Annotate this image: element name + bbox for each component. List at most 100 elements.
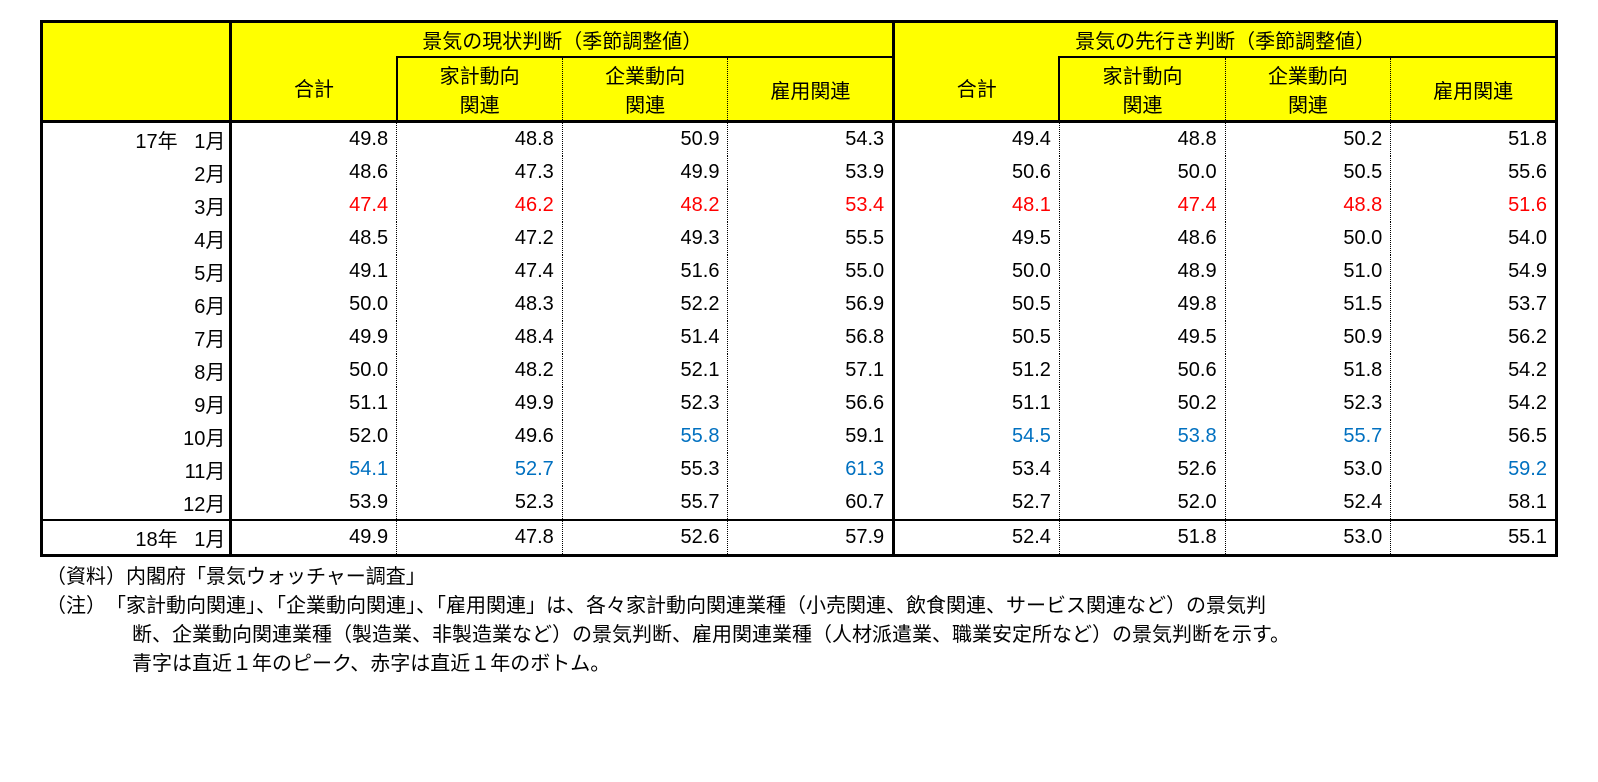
data-cell: 52.3 xyxy=(397,486,563,520)
data-cell: 55.8 xyxy=(562,420,728,453)
data-cell: 51.2 xyxy=(894,354,1060,387)
period-label: 3月 xyxy=(42,189,231,222)
table-row: 11月54.152.755.361.353.452.653.059.2 xyxy=(42,453,1557,486)
data-cell: 50.2 xyxy=(1225,122,1391,157)
data-cell: 49.9 xyxy=(231,321,397,354)
data-cell: 52.0 xyxy=(231,420,397,453)
header-g2-corporate: 企業動向 関連 xyxy=(1225,57,1391,122)
data-cell: 53.7 xyxy=(1391,288,1557,321)
data-cell: 55.1 xyxy=(1391,520,1557,556)
data-cell: 55.7 xyxy=(1225,420,1391,453)
header-g2-household: 家計動向 関連 xyxy=(1059,57,1225,122)
data-cell: 51.5 xyxy=(1225,288,1391,321)
data-cell: 51.8 xyxy=(1225,354,1391,387)
data-cell: 51.6 xyxy=(1391,189,1557,222)
data-cell: 49.5 xyxy=(894,222,1060,255)
data-cell: 48.2 xyxy=(397,354,563,387)
table-row: 5月49.147.451.655.050.048.951.054.9 xyxy=(42,255,1557,288)
data-cell: 59.2 xyxy=(1391,453,1557,486)
data-cell: 52.6 xyxy=(1059,453,1225,486)
table-header: 景気の現状判断（季節調整値） 景気の先行き判断（季節調整値） 合計 家計動向 関… xyxy=(42,22,1557,122)
note-body-line1: 「家計動向関連」、「企業動向関連」、「雇用関連」は、各々家計動向関連業種（小売関… xyxy=(106,592,1558,621)
period-label: 17年 1月 xyxy=(42,122,231,157)
data-cell: 49.3 xyxy=(562,222,728,255)
header-g1-household: 家計動向 関連 xyxy=(397,57,563,122)
data-cell: 49.4 xyxy=(894,122,1060,157)
period-label: 18年 1月 xyxy=(42,520,231,556)
note-body-line2: 断、企業動向関連業種（製造業、非製造業など）の景気判断、雇用関連業種（人材派遣業… xyxy=(46,621,1558,650)
data-cell: 52.4 xyxy=(1225,486,1391,520)
data-cell: 51.4 xyxy=(562,321,728,354)
data-cell: 48.9 xyxy=(1059,255,1225,288)
data-cell: 49.8 xyxy=(1059,288,1225,321)
data-cell: 51.0 xyxy=(1225,255,1391,288)
table-row: 3月47.446.248.253.448.147.448.851.6 xyxy=(42,189,1557,222)
note-body-line3: 青字は直近１年のピーク、赤字は直近１年のボトム。 xyxy=(46,650,1558,679)
data-cell: 49.6 xyxy=(397,420,563,453)
data-cell: 50.5 xyxy=(894,288,1060,321)
table-body: 17年 1月49.848.850.954.349.448.850.251.8 2… xyxy=(42,122,1557,556)
data-cell: 52.3 xyxy=(1225,387,1391,420)
data-cell: 55.0 xyxy=(728,255,894,288)
data-cell: 54.3 xyxy=(728,122,894,157)
period-label: 7月 xyxy=(42,321,231,354)
note-source-body: 内閣府「景気ウォッチャー調査」 xyxy=(126,563,1558,592)
table-row: 12月53.952.355.760.752.752.052.458.1 xyxy=(42,486,1557,520)
data-cell: 47.8 xyxy=(397,520,563,556)
table-row: 9月51.149.952.356.651.150.252.354.2 xyxy=(42,387,1557,420)
period-label: 5月 xyxy=(42,255,231,288)
data-cell: 55.3 xyxy=(562,453,728,486)
data-cell: 52.1 xyxy=(562,354,728,387)
table-row: 18年 1月49.947.852.657.952.451.853.055.1 xyxy=(42,520,1557,556)
data-cell: 51.1 xyxy=(894,387,1060,420)
data-cell: 53.4 xyxy=(894,453,1060,486)
data-cell: 56.6 xyxy=(728,387,894,420)
header-g2-total: 合計 xyxy=(894,57,1060,122)
data-cell: 52.7 xyxy=(894,486,1060,520)
data-cell: 47.4 xyxy=(231,189,397,222)
note-explanation: （注） 「家計動向関連」、「企業動向関連」、「雇用関連」は、各々家計動向関連業種… xyxy=(46,592,1558,621)
data-cell: 52.2 xyxy=(562,288,728,321)
data-cell: 50.6 xyxy=(1059,354,1225,387)
data-cell: 61.3 xyxy=(728,453,894,486)
data-cell: 51.6 xyxy=(562,255,728,288)
data-cell: 46.2 xyxy=(397,189,563,222)
data-cell: 52.4 xyxy=(894,520,1060,556)
data-cell: 50.0 xyxy=(894,255,1060,288)
period-label: 4月 xyxy=(42,222,231,255)
data-cell: 54.2 xyxy=(1391,354,1557,387)
data-cell: 47.2 xyxy=(397,222,563,255)
data-cell: 53.9 xyxy=(728,156,894,189)
data-cell: 50.0 xyxy=(231,288,397,321)
data-cell: 53.0 xyxy=(1225,453,1391,486)
data-cell: 54.9 xyxy=(1391,255,1557,288)
period-label: 11月 xyxy=(42,453,231,486)
data-cell: 56.2 xyxy=(1391,321,1557,354)
note-source-label: （資料） xyxy=(46,563,126,592)
data-cell: 48.1 xyxy=(894,189,1060,222)
data-cell: 59.1 xyxy=(728,420,894,453)
data-cell: 50.9 xyxy=(1225,321,1391,354)
table-row: 8月50.048.252.157.151.250.651.854.2 xyxy=(42,354,1557,387)
data-cell: 50.2 xyxy=(1059,387,1225,420)
notes-block: （資料） 内閣府「景気ウォッチャー調査」 （注） 「家計動向関連」、「企業動向関… xyxy=(40,563,1558,679)
period-label: 12月 xyxy=(42,486,231,520)
data-cell: 48.6 xyxy=(1059,222,1225,255)
data-cell: 58.1 xyxy=(1391,486,1557,520)
data-cell: 48.2 xyxy=(562,189,728,222)
table-row: 6月50.048.352.256.950.549.851.553.7 xyxy=(42,288,1557,321)
period-label: 10月 xyxy=(42,420,231,453)
data-cell: 48.3 xyxy=(397,288,563,321)
data-cell: 57.9 xyxy=(728,520,894,556)
period-label: 6月 xyxy=(42,288,231,321)
data-cell: 49.9 xyxy=(231,520,397,556)
note-label: （注） xyxy=(46,592,106,621)
data-cell: 53.8 xyxy=(1059,420,1225,453)
data-cell: 49.9 xyxy=(397,387,563,420)
data-cell: 48.4 xyxy=(397,321,563,354)
header-g2-employment: 雇用関連 xyxy=(1391,57,1557,122)
header-g1-total: 合計 xyxy=(231,57,397,122)
data-cell: 55.7 xyxy=(562,486,728,520)
data-cell: 49.9 xyxy=(562,156,728,189)
data-cell: 50.0 xyxy=(231,354,397,387)
